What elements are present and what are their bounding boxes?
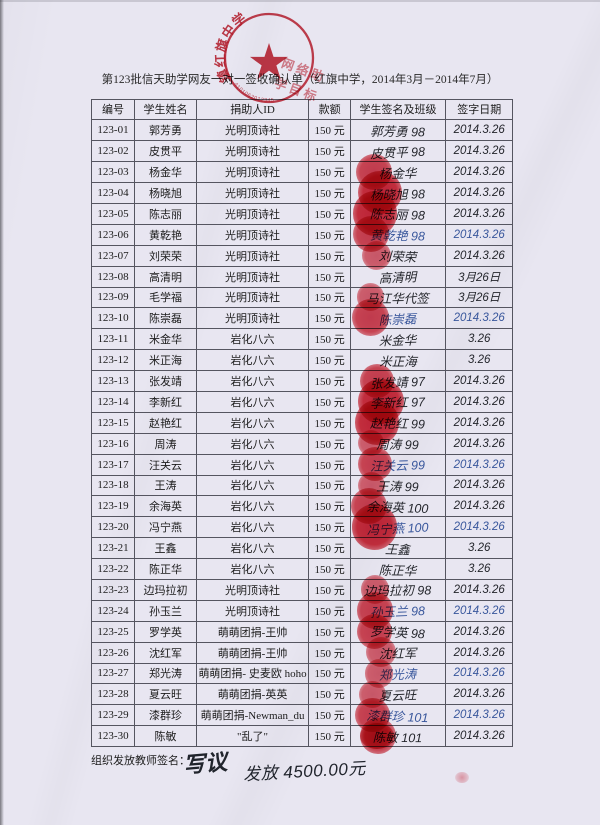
svg-text:镇红旗中学: 镇红旗中学 bbox=[213, 10, 250, 85]
